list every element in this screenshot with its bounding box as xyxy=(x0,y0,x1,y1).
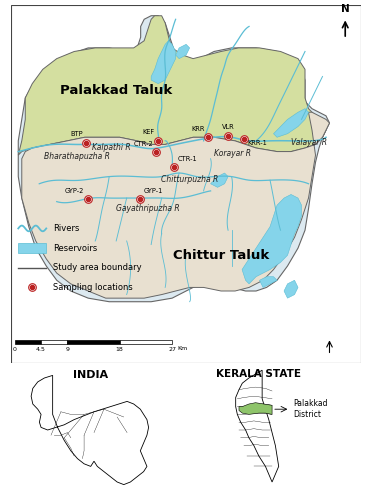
Text: 4.5: 4.5 xyxy=(36,348,46,352)
Polygon shape xyxy=(18,16,326,155)
Polygon shape xyxy=(211,173,228,188)
Polygon shape xyxy=(242,194,302,284)
Polygon shape xyxy=(18,16,329,302)
Text: 9: 9 xyxy=(65,348,69,352)
Text: KEF: KEF xyxy=(143,129,155,135)
Text: Kalpathi R: Kalpathi R xyxy=(92,144,130,152)
Text: VLR: VLR xyxy=(222,124,235,130)
Polygon shape xyxy=(151,41,176,84)
Text: INDIA: INDIA xyxy=(73,370,108,380)
Polygon shape xyxy=(239,402,272,414)
Text: Study area boundary: Study area boundary xyxy=(53,264,142,272)
Text: Km: Km xyxy=(177,346,188,351)
Polygon shape xyxy=(274,108,309,138)
Bar xyxy=(15,340,41,344)
Text: Palakkad Taluk: Palakkad Taluk xyxy=(60,84,172,98)
Text: Bharathapuzha R: Bharathapuzha R xyxy=(44,152,111,162)
Text: Palakkad
District: Palakkad District xyxy=(294,400,328,419)
Text: KRR: KRR xyxy=(191,126,205,132)
Text: 27: 27 xyxy=(168,348,176,352)
Bar xyxy=(41,340,67,344)
FancyBboxPatch shape xyxy=(11,5,361,362)
Bar xyxy=(120,340,172,344)
Bar xyxy=(67,340,120,344)
Text: 0: 0 xyxy=(13,348,17,352)
Text: GYP-2: GYP-2 xyxy=(65,188,84,194)
Text: Reservoirs: Reservoirs xyxy=(53,244,97,252)
Text: Gayathripuzha R: Gayathripuzha R xyxy=(116,204,179,212)
Text: Chitturpuzha R: Chitturpuzha R xyxy=(161,174,218,184)
Polygon shape xyxy=(284,280,298,298)
Bar xyxy=(18,244,46,254)
Text: KRR-1: KRR-1 xyxy=(247,140,267,146)
Text: Korayar R: Korayar R xyxy=(214,148,251,158)
Text: N: N xyxy=(341,4,350,14)
Text: Rivers: Rivers xyxy=(53,224,80,233)
Polygon shape xyxy=(31,376,149,484)
Polygon shape xyxy=(176,44,190,59)
Text: CTR-2: CTR-2 xyxy=(133,140,153,146)
Text: GYP-1: GYP-1 xyxy=(144,188,163,194)
Text: 18: 18 xyxy=(116,348,124,352)
Text: Valayar R: Valayar R xyxy=(291,138,327,147)
Text: BTP: BTP xyxy=(70,132,83,138)
Text: KERALA STATE: KERALA STATE xyxy=(216,369,301,379)
Polygon shape xyxy=(236,370,279,482)
Text: Chittur Taluk: Chittur Taluk xyxy=(173,248,269,262)
Text: Sampling locations: Sampling locations xyxy=(53,283,133,292)
Text: CTR-1: CTR-1 xyxy=(177,156,197,162)
Polygon shape xyxy=(22,112,329,298)
Polygon shape xyxy=(259,276,277,287)
